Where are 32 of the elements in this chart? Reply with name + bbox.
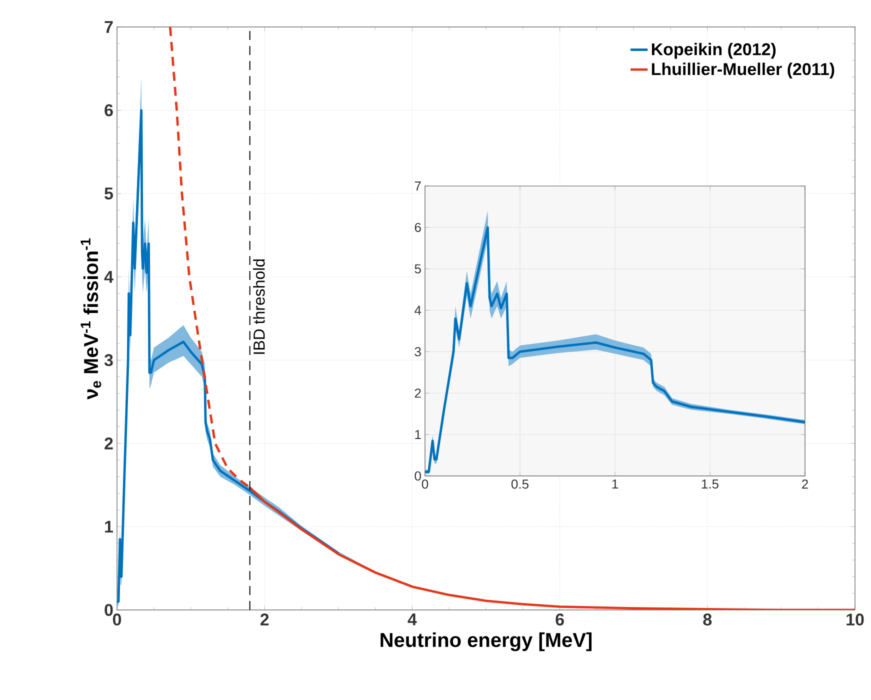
x-tick-label: 2 [802, 480, 808, 489]
legend-label: Lhuillier-Mueller (2011) [652, 62, 834, 79]
line-series [117, 109, 340, 603]
y-tick-label: 1 [415, 430, 421, 440]
x-tick-label: 1.5 [702, 480, 718, 489]
x-tick-label: 10 [846, 614, 864, 626]
y-tick-label: 4 [104, 270, 114, 283]
y-tick-label: 2 [414, 388, 421, 398]
x-tick-label: 6 [556, 614, 564, 626]
legend-label: Kopeikin (2012) [652, 42, 776, 59]
x-tick-label: 0.5 [511, 480, 528, 489]
y-tick-label: 0 [414, 471, 421, 481]
y-tick-label: 3 [104, 354, 113, 366]
y-tick-label: 4 [414, 306, 422, 315]
x-tick-label: 1 [612, 480, 618, 488]
x-tick-label: 8 [703, 614, 712, 626]
y-tick-label: 7 [414, 182, 421, 190]
y-tick-label: 6 [414, 222, 421, 232]
x-axis-title: Neutrino energy [MeV] [380, 632, 592, 652]
y-axis-title: ν$_{e}$ MeV$^{-1}$ fission$^{-1}$ [80, 238, 102, 400]
y-tick-label: 5 [104, 188, 113, 200]
y-tick-label: 3 [414, 347, 421, 356]
x-tick-label: 0 [112, 614, 122, 626]
ref-line-label: IBD threshold [253, 259, 265, 354]
y-tick-label: 7 [104, 21, 113, 33]
y-tick-label: 6 [104, 104, 113, 116]
y-tick-label: 5 [414, 264, 421, 274]
y-tick-label: 1 [105, 520, 113, 533]
x-tick-label: 2 [260, 614, 269, 626]
x-tick-label: 0 [422, 480, 428, 489]
y-tick-label: 2 [104, 437, 113, 450]
y-tick-label: 0 [104, 604, 113, 616]
